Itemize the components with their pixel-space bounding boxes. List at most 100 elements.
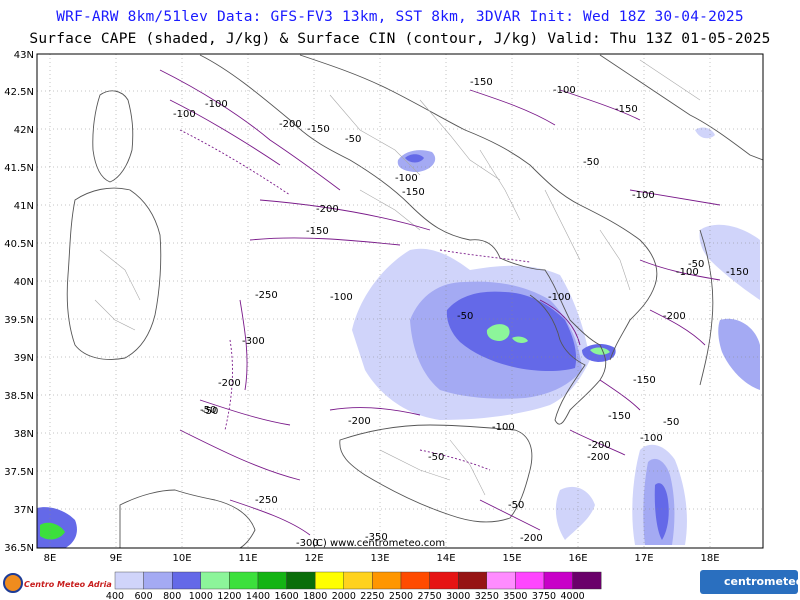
map-title-line1: WRF-ARW 8km/51lev Data: GFS-FV3 13km, SS… <box>56 9 744 25</box>
legend-swatch <box>515 571 545 590</box>
legend-swatch <box>343 571 373 590</box>
lat-label: 38.5N <box>4 391 34 402</box>
cin-label: -200 <box>587 452 610 463</box>
cin-label: -50 <box>583 157 599 168</box>
lon-label: 12E <box>304 553 323 564</box>
legend-swatch <box>114 571 144 590</box>
cin-label: -100 <box>395 173 418 184</box>
cape-area-tyrrhenian-1000 <box>486 324 510 341</box>
cape-area-east-edge2 <box>718 318 760 390</box>
cape-area-southwest-1000 <box>40 522 65 540</box>
cin-label: -150 <box>402 187 425 198</box>
cin-label: -100 <box>632 190 655 201</box>
legend-value: 4000 <box>561 591 585 600</box>
cin-contours <box>159 69 721 536</box>
coastlines <box>66 54 764 549</box>
legend-swatch <box>315 571 345 590</box>
lat-label: 38N <box>14 429 34 440</box>
lon-label: 10E <box>172 553 191 564</box>
cape-area-tyrrhenian-1000b <box>512 336 528 343</box>
cin-label: -50 <box>663 417 679 428</box>
legend-value: 3750 <box>532 591 556 600</box>
cin-label: -100 <box>330 292 353 303</box>
coastline-greece <box>699 229 714 386</box>
lon-label: 15E <box>502 553 521 564</box>
cin-label: -50 <box>345 134 361 145</box>
legend-value: 1800 <box>303 591 327 600</box>
cin-label: -100 <box>173 109 196 120</box>
legend-swatch <box>429 571 459 590</box>
cin-label: -250 <box>255 290 278 301</box>
cin-label: -100 <box>676 267 699 278</box>
legend-swatch <box>143 571 173 590</box>
legend-value: 3000 <box>446 591 470 600</box>
coastline-corsica <box>92 90 134 183</box>
cape-area-tyrrhenian-800 <box>446 291 577 371</box>
legend-value: 2250 <box>360 591 384 600</box>
cin-label: -150 <box>470 77 493 88</box>
legend-swatch <box>257 571 287 590</box>
cin-label: -50 <box>202 406 218 417</box>
cape-area-east-edge <box>699 224 760 300</box>
legend-swatch <box>400 571 430 590</box>
region-borders <box>94 59 701 496</box>
lat-label: 39.5N <box>4 315 34 326</box>
cin-label: -200 <box>279 119 302 130</box>
cin-label: -50 <box>508 500 524 511</box>
cape-area-ionian-800 <box>654 483 669 540</box>
legend-swatch <box>372 571 402 590</box>
centrometeo-logo-text: centrometeo <box>724 575 800 588</box>
legend-swatch <box>286 571 316 590</box>
cin-label: -50 <box>428 452 444 463</box>
coastline-sicily <box>339 424 533 523</box>
cin-label: -50 <box>688 259 704 270</box>
cin-label: -200 <box>520 533 543 544</box>
legend-swatch <box>572 571 602 590</box>
cin-label: -150 <box>307 124 330 135</box>
cin-label: -150 <box>306 226 329 237</box>
map-title-line2: Surface CAPE (shaded, J/kg) & Surface CI… <box>29 31 771 47</box>
lat-label: 37N <box>14 505 34 516</box>
legend-value: 600 <box>135 591 153 600</box>
cin-label: -100 <box>640 433 663 444</box>
cin-label: -100 <box>553 85 576 96</box>
cape-area-calabria-1000 <box>590 347 610 355</box>
cin-label: -350 <box>365 532 388 543</box>
cin-label: -150 <box>633 375 656 386</box>
coastline-italy-east <box>299 54 658 361</box>
lat-label: 41.5N <box>4 163 34 174</box>
lon-label: 11E <box>238 553 257 564</box>
credit-text: (C) www.centrometeo.com <box>312 538 445 549</box>
cape-shading <box>37 127 760 548</box>
lon-label: 18E <box>700 553 719 564</box>
legend-value: 2500 <box>389 591 413 600</box>
legend-value: 2750 <box>418 591 442 600</box>
cin-label: -200 <box>588 440 611 451</box>
legend-value: 400 <box>106 591 124 600</box>
lon-label: 8E <box>44 553 57 564</box>
legend-swatch <box>486 571 516 590</box>
lon-label: 9E <box>110 553 123 564</box>
cin-label: -250 <box>255 495 278 506</box>
legend-swatch <box>458 571 488 590</box>
cin-label: -100 <box>548 292 571 303</box>
legend-value: 2000 <box>332 591 356 600</box>
legend-value: 3500 <box>503 591 527 600</box>
cin-label: -300 <box>242 336 265 347</box>
cape-legend: 400 600 800 1000 1200 1400 1600 1800 2000 2250 250… <box>106 571 602 600</box>
cin-label: -50 <box>457 311 473 322</box>
centrometeo-logo <box>700 570 798 594</box>
legend-swatch <box>229 571 259 590</box>
legend-value: 1000 <box>189 591 213 600</box>
cin-label: -200 <box>218 378 241 389</box>
lat-label: 40.5N <box>4 239 34 250</box>
coastline-sardinia <box>66 187 162 360</box>
lon-label: 16E <box>568 553 587 564</box>
lat-label: 41N <box>14 201 34 212</box>
cin-label: -200 <box>663 311 686 322</box>
lon-label: 13E <box>370 553 389 564</box>
lon-label: 14E <box>436 553 455 564</box>
cape-area-greece-south <box>555 486 595 540</box>
cin-label: -150 <box>615 104 638 115</box>
